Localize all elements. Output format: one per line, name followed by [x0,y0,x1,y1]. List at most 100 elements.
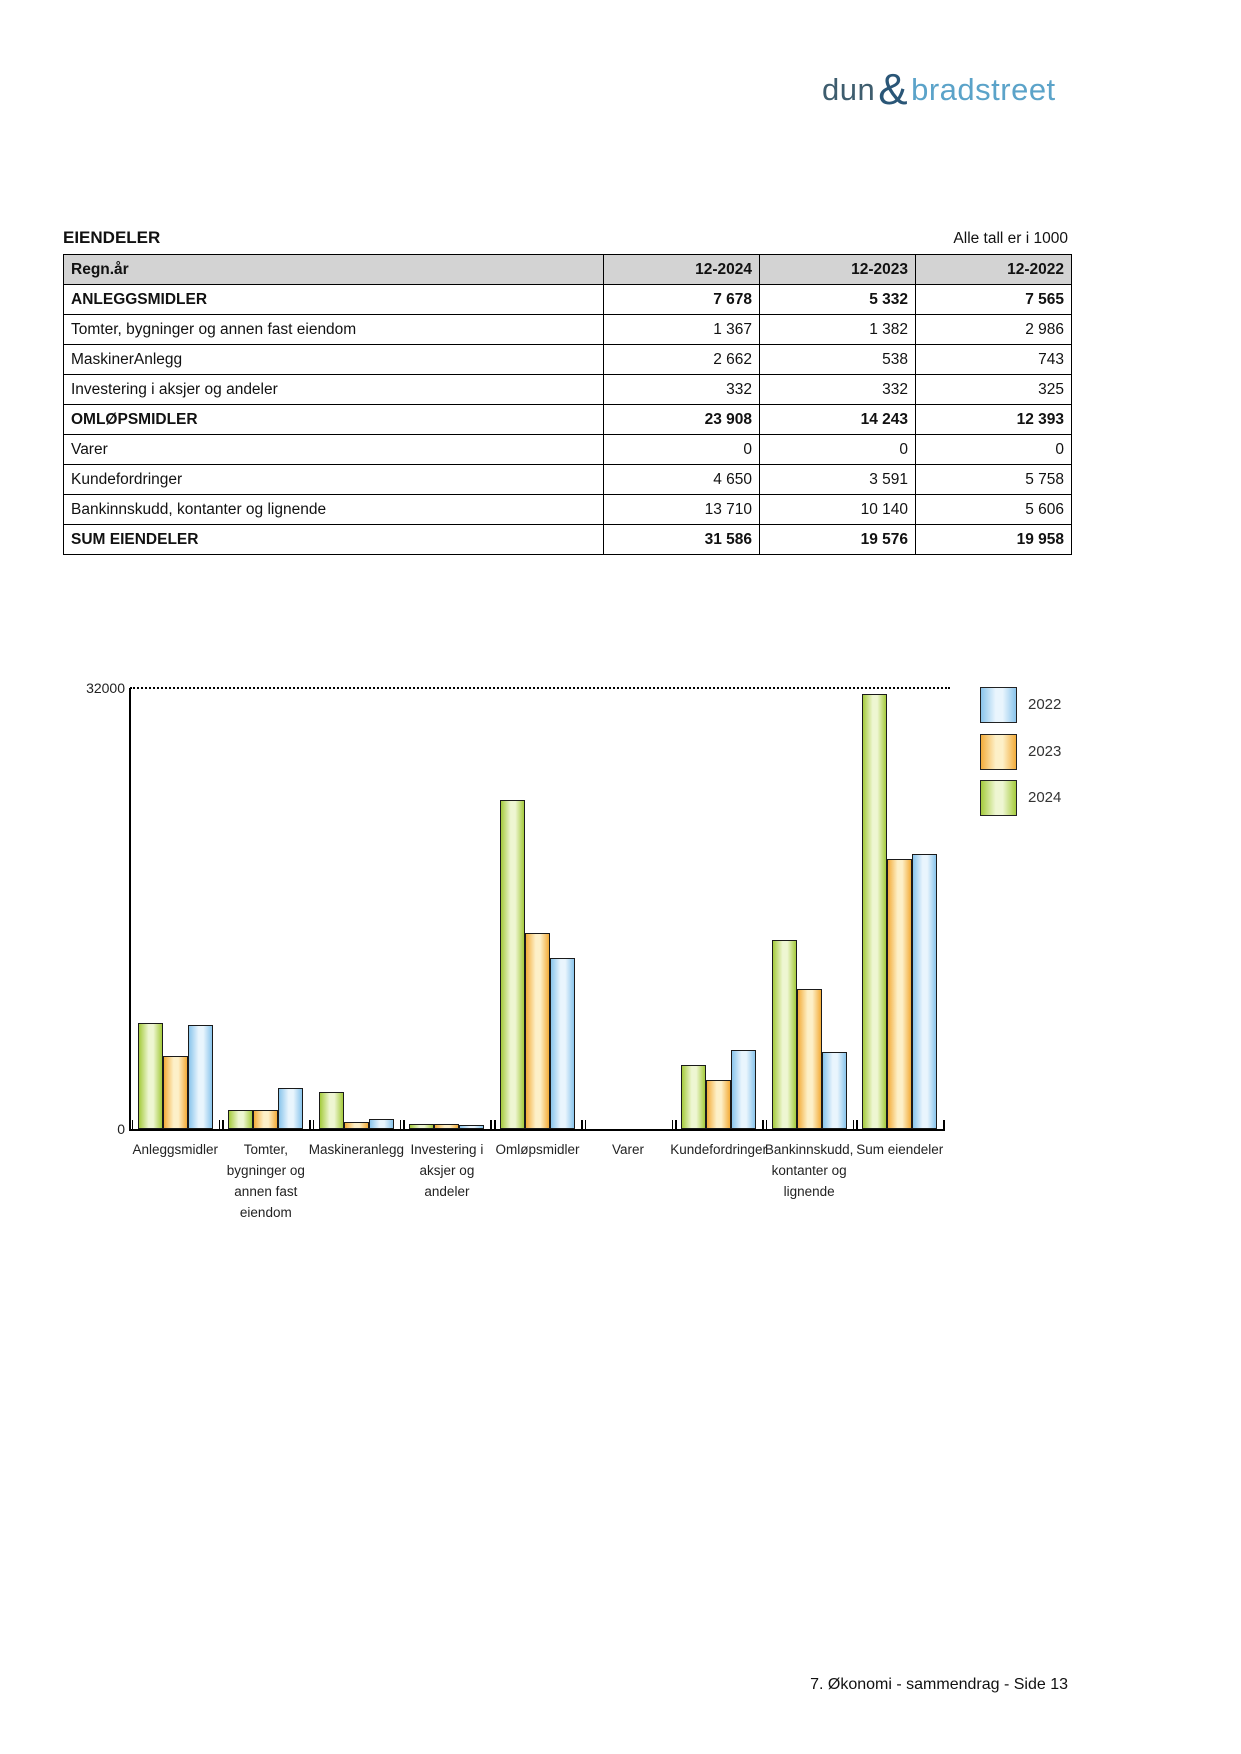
category-label-line: lignende [783,1184,835,1199]
x-axis-tick [222,1120,224,1129]
category-label-line: annen fast [234,1184,298,1199]
table-row: Tomter, bygninger og annen fast eiendom 1… [63,314,1072,345]
x-axis-tick [131,1120,134,1129]
table-row: Kundefordringer 4 650 3 591 5 758 [63,464,1072,495]
gridline-32000 [130,687,950,689]
bar-2022-2 [368,1119,394,1129]
legend-swatch-2023 [980,733,1017,770]
row-value: 14 243 [759,404,916,435]
row-label: SUM EIENDELER [63,524,604,555]
bar-2022-8 [912,854,938,1129]
row-value: 7 565 [915,284,1072,315]
assets-table-header: Regn.år 12-2024 12-2023 12-2022 [63,254,1072,285]
bar-2022-1 [278,1088,304,1129]
category-label-line: Kundefordringer [670,1142,768,1157]
category-label-line: Tomter, [243,1142,288,1157]
legend-swatch-2022 [980,687,1017,723]
bar-2024-4 [500,800,525,1129]
row-value: 5 758 [915,464,1072,495]
category-label: Investering i aksjer og andeler [387,1139,507,1202]
category-label: Maskineranlegg [296,1139,416,1160]
table-header-year: 12-2023 [759,254,916,285]
x-axis-tick [399,1120,402,1129]
table-row: Investering i aksjer og andeler 332 332 325 [63,374,1072,405]
x-axis-tick [581,1120,583,1129]
category-label: Omløpsmidler [478,1139,598,1160]
x-axis-tick [671,1120,674,1129]
legend-label: 2022 [1028,696,1062,713]
bar-2024-2 [318,1092,344,1129]
legend-item-2022: 2022 [980,687,1100,723]
bar-2023-1 [253,1110,279,1129]
y-tick-label: 0 [117,1121,125,1137]
table-row: ANLEGGSMIDLER 7 678 5 332 7 565 [63,284,1072,315]
bar-2022-7 [821,1052,847,1129]
category-label-line: eiendom [239,1205,292,1220]
bar-2024-0 [137,1023,163,1129]
row-value: 332 [603,374,760,405]
category-label-line: Anleggsmidler [132,1142,219,1157]
section-title: EIENDELER [63,228,161,247]
bar-2022-3 [459,1125,485,1129]
table-row: SUM EIENDELER 31 586 19 576 19 958 [63,524,1072,555]
bar-2023-2 [343,1122,369,1129]
legend-label: 2024 [1028,789,1062,806]
row-label: Tomter, bygninger og annen fast eiendom [63,314,604,345]
bar-2023-8 [887,859,913,1129]
x-axis-tick [675,1120,677,1129]
row-value: 19 576 [759,524,916,555]
table-header-year: 12-2024 [603,254,760,285]
row-value: 5 606 [915,494,1072,525]
category-label: Anleggsmidler [115,1139,235,1160]
assets-table-body: ANLEGGSMIDLER 7 678 5 332 7 565 Tomter, bygn… [63,284,1072,555]
category-label-line: andeler [424,1184,470,1199]
table-header-regnar: Regn.år [63,254,604,285]
x-axis-tick [490,1120,492,1129]
bar-2023-0 [162,1056,188,1129]
row-value: 1 382 [759,314,916,345]
category-label-line: Bankinnskudd, [764,1142,854,1157]
category-label-line: Investering i [410,1142,484,1157]
bar-2023-4 [525,933,550,1129]
table-row: OMLØPSMIDLER 23 908 14 243 12 393 [63,404,1072,435]
category-label-line: Omløpsmidler [495,1142,580,1157]
dun-bradstreet-logo: dun&bradstreet [822,68,1056,112]
x-axis [129,1129,945,1131]
category-label-line: aksjer og [419,1163,475,1178]
x-axis-tick [765,1120,768,1129]
category-label-line: Maskineranlegg [308,1142,405,1157]
logo-text-dun: dun [822,72,876,107]
category-label-line: kontanter og [771,1163,847,1178]
row-value: 31 586 [603,524,760,555]
bar-2022-0 [187,1025,213,1129]
legend-label: 2023 [1028,742,1062,760]
x-axis-tick [218,1120,221,1129]
x-axis-tick [403,1120,405,1129]
row-value: 19 958 [915,524,1072,555]
category-label: Tomter, bygninger og annen fast eiendom [206,1139,326,1223]
bar-2024-8 [862,694,888,1129]
x-axis-tick [762,1120,764,1129]
units-note: Alle tall er i 1000 [953,230,1068,247]
logo-text-bradstreet: bradstreet [911,72,1056,107]
row-value: 23 908 [603,404,760,435]
category-label: Sum eiendeler [840,1139,960,1160]
bar-2023-7 [796,989,822,1129]
row-label: ANLEGGSMIDLER [63,284,604,315]
row-value: 2 986 [915,314,1072,345]
x-axis-tick [312,1120,315,1129]
bar-2024-7 [771,940,797,1129]
y-axis [129,688,131,1129]
logo-ampersand-icon: & [878,65,909,114]
row-label: MaskinerAnlegg [63,344,604,375]
row-value: 332 [759,374,916,405]
bar-2023-6 [706,1080,732,1129]
category-label: Varer [568,1139,688,1160]
bar-2024-1 [228,1110,254,1129]
assets-table: Regn.år 12-2024 12-2023 12-2022 ANLEGGSMIDL… [63,254,1072,555]
category-label-line: bygninger og [226,1163,305,1178]
row-value: 325 [915,374,1072,405]
y-tick-label: 32000 [86,680,125,696]
